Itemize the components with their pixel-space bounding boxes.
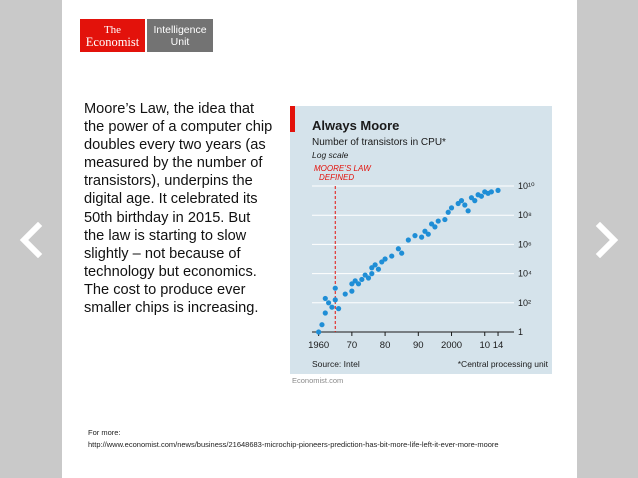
- intelligence-unit-logo: Intelligence Unit: [147, 19, 213, 52]
- body-text: Moore’s Law, the idea that the power of …: [84, 101, 273, 317]
- y-tick-label: 10⁶: [518, 239, 532, 249]
- logo-line-economist: Economist: [85, 34, 140, 49]
- data-point: [442, 216, 448, 223]
- next-slide-button[interactable]: [594, 222, 620, 258]
- data-point: [372, 262, 378, 268]
- data-point: [369, 271, 375, 277]
- y-tick-label: 10⁴: [518, 269, 532, 279]
- logo-line-the: The: [103, 23, 122, 36]
- data-point: [395, 246, 401, 252]
- data-point: [365, 275, 372, 281]
- data-point: [488, 189, 494, 195]
- data-point: [349, 288, 355, 294]
- chart-footnote: *Central processing unit: [457, 359, 548, 369]
- for-more-label: For more:: [88, 428, 121, 437]
- data-point: [435, 218, 441, 224]
- chart-source: Source: Intel: [312, 359, 360, 369]
- data-point: [389, 253, 395, 259]
- chart-scale-note: Log scale: [312, 150, 349, 160]
- data-point: [458, 198, 465, 204]
- data-point: [322, 295, 328, 302]
- y-tick-label: 1: [518, 327, 523, 337]
- annotation-line-2: DEFINED: [319, 173, 355, 182]
- chart-credit: Economist.com: [292, 376, 344, 385]
- data-point: [465, 208, 471, 214]
- data-point: [478, 193, 485, 199]
- data-point: [329, 304, 335, 310]
- data-point: [375, 266, 382, 272]
- data-point: [412, 233, 418, 239]
- chevron-right-icon: [595, 222, 619, 258]
- chart-subtitle: Number of transistors in CPU*: [312, 137, 446, 148]
- economist-logo: The Economist: [80, 19, 145, 52]
- data-point: [445, 209, 451, 215]
- data-point: [355, 281, 362, 287]
- data-point: [432, 224, 438, 230]
- data-point: [382, 256, 388, 262]
- x-tick-label: 2000: [441, 340, 462, 351]
- data-point: [335, 306, 342, 312]
- x-tick-label: 14: [493, 340, 504, 351]
- data-point: [322, 310, 328, 316]
- data-point: [425, 231, 431, 237]
- data-point: [462, 202, 468, 208]
- data-point: [316, 329, 322, 335]
- x-tick-label: 90: [413, 340, 424, 351]
- data-point: [359, 276, 365, 283]
- data-point: [326, 300, 332, 306]
- data-point: [319, 322, 325, 328]
- data-point: [332, 297, 338, 303]
- logo-line-intelligence: Intelligence: [153, 23, 207, 36]
- previous-slide-button[interactable]: [18, 222, 44, 258]
- data-point: [472, 198, 478, 204]
- data-point: [448, 205, 455, 211]
- data-point: [405, 237, 411, 243]
- y-tick-label: 10²: [518, 298, 531, 308]
- chevron-left-icon: [19, 222, 43, 258]
- economist-intelligence-unit-logo: The Economist Intelligence Unit: [80, 19, 213, 52]
- source-link[interactable]: http://www.economist.com/news/business/2…: [88, 440, 499, 449]
- x-tick-label: 80: [380, 340, 391, 351]
- x-tick-label: 70: [347, 340, 358, 351]
- data-point: [495, 187, 501, 193]
- chart-plot: 1 10² 10⁴ 10⁶ 10⁸ 10¹⁰ 1960 70 80 90 2000 10 14: [308, 181, 535, 351]
- x-tick-label: 10: [479, 340, 490, 351]
- moore-law-annotation: MOORE’S LAW DEFINED: [314, 164, 371, 182]
- data-point: [419, 234, 425, 240]
- chart-title: Always Moore: [312, 118, 400, 133]
- y-tick-label: 10¹⁰: [518, 181, 535, 191]
- annotation-line-1: MOORE’S LAW: [314, 164, 371, 173]
- data-point: [342, 291, 348, 297]
- moore-law-chart: 1 10² 10⁴ 10⁶ 10⁸ 10¹⁰ 1960 70 80 90 2000 10 14 Alwa…: [290, 106, 552, 374]
- data-point: [399, 250, 405, 256]
- data-point: [332, 285, 338, 291]
- x-tick-label: 1960: [308, 340, 329, 351]
- logo-line-unit: Unit: [170, 35, 190, 48]
- y-tick-label: 10⁸: [518, 210, 532, 220]
- chart-accent-bar: [290, 106, 295, 132]
